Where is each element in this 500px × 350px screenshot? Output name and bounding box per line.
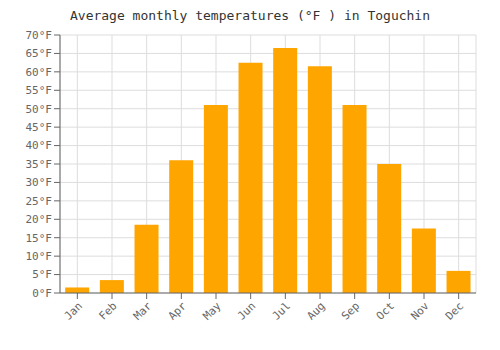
svg-text:50°F: 50°F [26,103,53,116]
svg-text:Jun: Jun [235,299,258,322]
svg-text:Feb: Feb [96,299,119,322]
svg-text:40°F: 40°F [26,139,53,152]
svg-text:60°F: 60°F [26,66,53,79]
svg-text:May: May [200,299,224,323]
svg-text:20°F: 20°F [26,213,53,226]
svg-text:35°F: 35°F [26,158,53,171]
svg-text:45°F: 45°F [26,121,53,134]
svg-text:15°F: 15°F [26,232,53,245]
svg-text:Apr: Apr [166,299,190,323]
svg-text:Jan: Jan [62,299,85,322]
svg-text:55°F: 55°F [26,84,53,97]
html-text:Average monthly temperatures (: Average monthly temperatures (°F ) in To… [70,8,430,23]
svg-text:Oct: Oct [374,299,397,322]
svg-text:5°F: 5°F [32,268,52,281]
svg-text:70°F: 70°F [26,29,53,42]
svg-text:0°F: 0°F [32,287,52,300]
svg-text:Jul: Jul [270,299,293,322]
svg-text:Sep: Sep [339,299,362,322]
svg-text:Nov: Nov [408,299,432,323]
svg-text:Mar: Mar [131,299,155,323]
svg-text:65°F: 65°F [26,47,53,60]
svg-text:10°F: 10°F [26,250,53,263]
svg-text:Aug: Aug [304,299,327,322]
svg-text:30°F: 30°F [26,176,53,189]
svg-text:25°F: 25°F [26,195,53,208]
svg-text:Dec: Dec [443,299,466,322]
